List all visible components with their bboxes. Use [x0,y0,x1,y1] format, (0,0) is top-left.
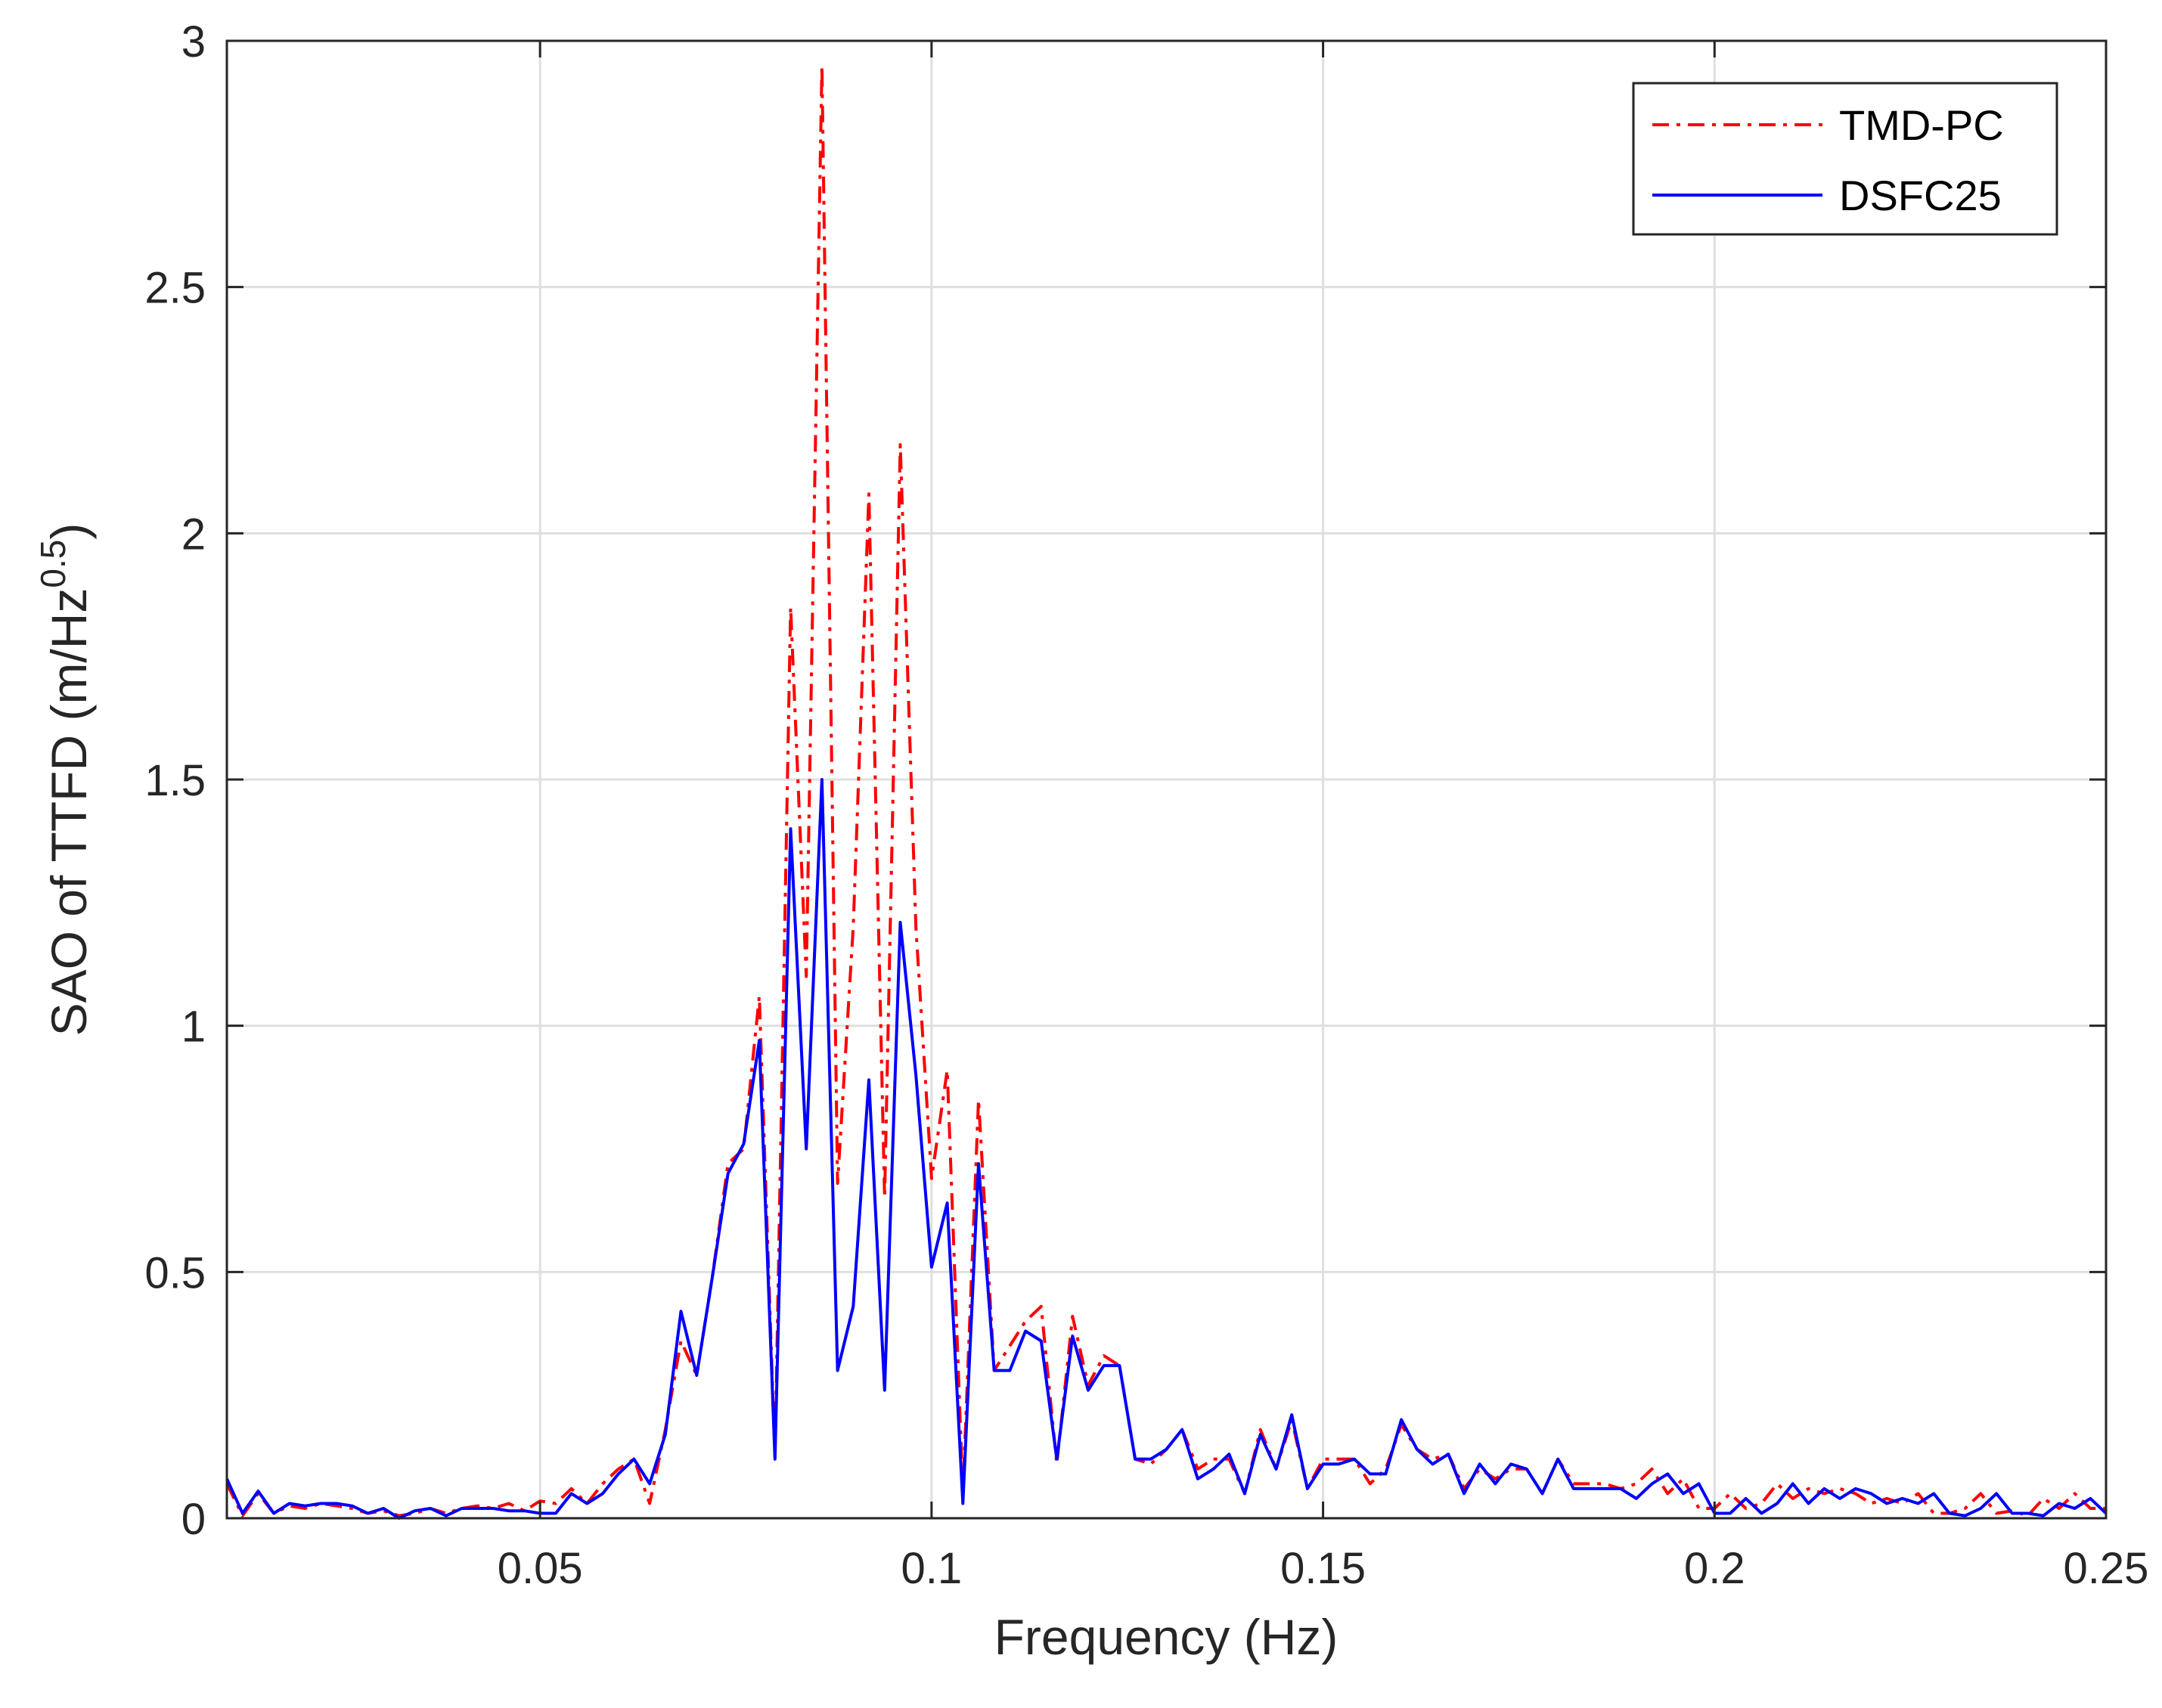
x-tick-label-2: 0.15 [1280,1544,1366,1593]
legend: TMD-PC DSFC25 [1632,82,2058,236]
y-axis-label-main: SAO of TTFD (m/Hz [41,588,97,1037]
y-tick-label-2: 1 [181,1003,206,1052]
x-tick-label-3: 0.2 [1684,1544,1745,1593]
y-tick-label-0: 0 [181,1495,206,1544]
legend-box [1632,82,2058,236]
x-tick-label-0: 0.05 [498,1544,583,1593]
legend-label-dsfc25: DSFC25 [1839,172,2002,219]
axes [225,39,2108,1520]
y-tick-label-1: 0.5 [144,1248,206,1297]
grid-lines [227,41,2106,1518]
y-tick-label-6: 3 [181,17,206,67]
y-tick-label-3: 1.5 [144,756,206,805]
legend-label-tmd-pc: TMD-PC [1839,101,2004,149]
y-tick-label-4: 2 [181,510,206,559]
y-tick-label-5: 2.5 [144,264,206,313]
y-axis-label-exponent: 0.5 [33,540,73,588]
tick-labels: 0.05 0.1 0.15 0.2 0.25 0 0.5 1 1.5 2 2.5 3 [144,17,2148,1593]
y-axis-label-close: ) [41,523,97,540]
x-axis-label: Frequency (Hz) [994,1609,1338,1665]
x-tick-label-4: 0.25 [2064,1544,2149,1593]
y-axis-label: SAO of TTFD (m/Hz0.5) [33,523,97,1037]
x-tick-label-1: 0.1 [901,1544,963,1593]
